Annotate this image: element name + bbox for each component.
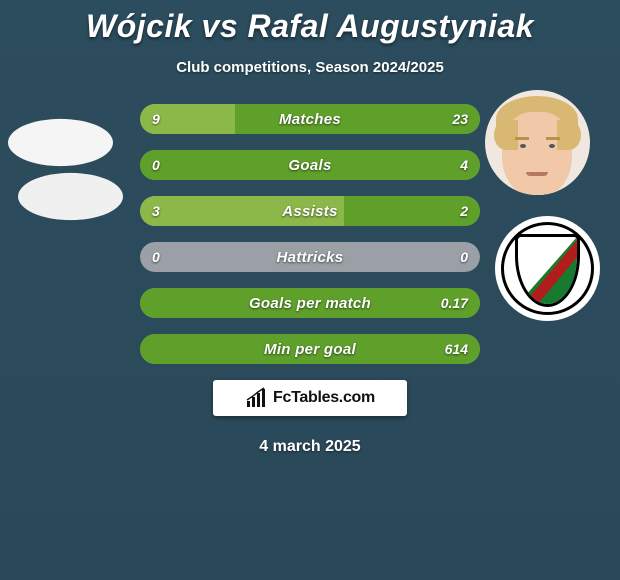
legia-crest-icon: L <box>495 216 600 321</box>
player-right-avatar <box>485 90 590 195</box>
stat-label: Assists <box>140 196 480 226</box>
comparison-container: L 923Matches 04Goals 32Assists 00Hattricks 0… <box>0 104 620 364</box>
stat-label: Hattricks <box>140 242 480 272</box>
stat-label: Goals <box>140 150 480 180</box>
stat-label: Min per goal <box>140 334 480 364</box>
page-subtitle: Club competitions, Season 2024/2025 <box>0 59 620 76</box>
player-left-avatar <box>8 119 113 166</box>
stat-rows: 923Matches 04Goals 32Assists 00Hattricks 0.1… <box>140 104 480 364</box>
stat-row: 04Goals <box>140 150 480 180</box>
watermark-text: FcTables.com <box>273 389 375 407</box>
crest-left-avatar <box>18 173 123 220</box>
stat-row: 923Matches <box>140 104 480 134</box>
stat-label: Goals per match <box>140 288 480 318</box>
page-title: Wójcik vs Rafal Augustyniak <box>0 0 620 45</box>
player-face-icon <box>485 90 590 195</box>
stat-row: 00Hattricks <box>140 242 480 272</box>
crest-right-avatar: L <box>495 216 600 321</box>
stat-row: 0.17Goals per match <box>140 288 480 318</box>
stat-row: 32Assists <box>140 196 480 226</box>
stat-row: 614Min per goal <box>140 334 480 364</box>
fctables-logo-icon <box>245 387 271 409</box>
date-label: 4 march 2025 <box>0 438 620 456</box>
stat-label: Matches <box>140 104 480 134</box>
watermark: FcTables.com <box>213 380 407 416</box>
